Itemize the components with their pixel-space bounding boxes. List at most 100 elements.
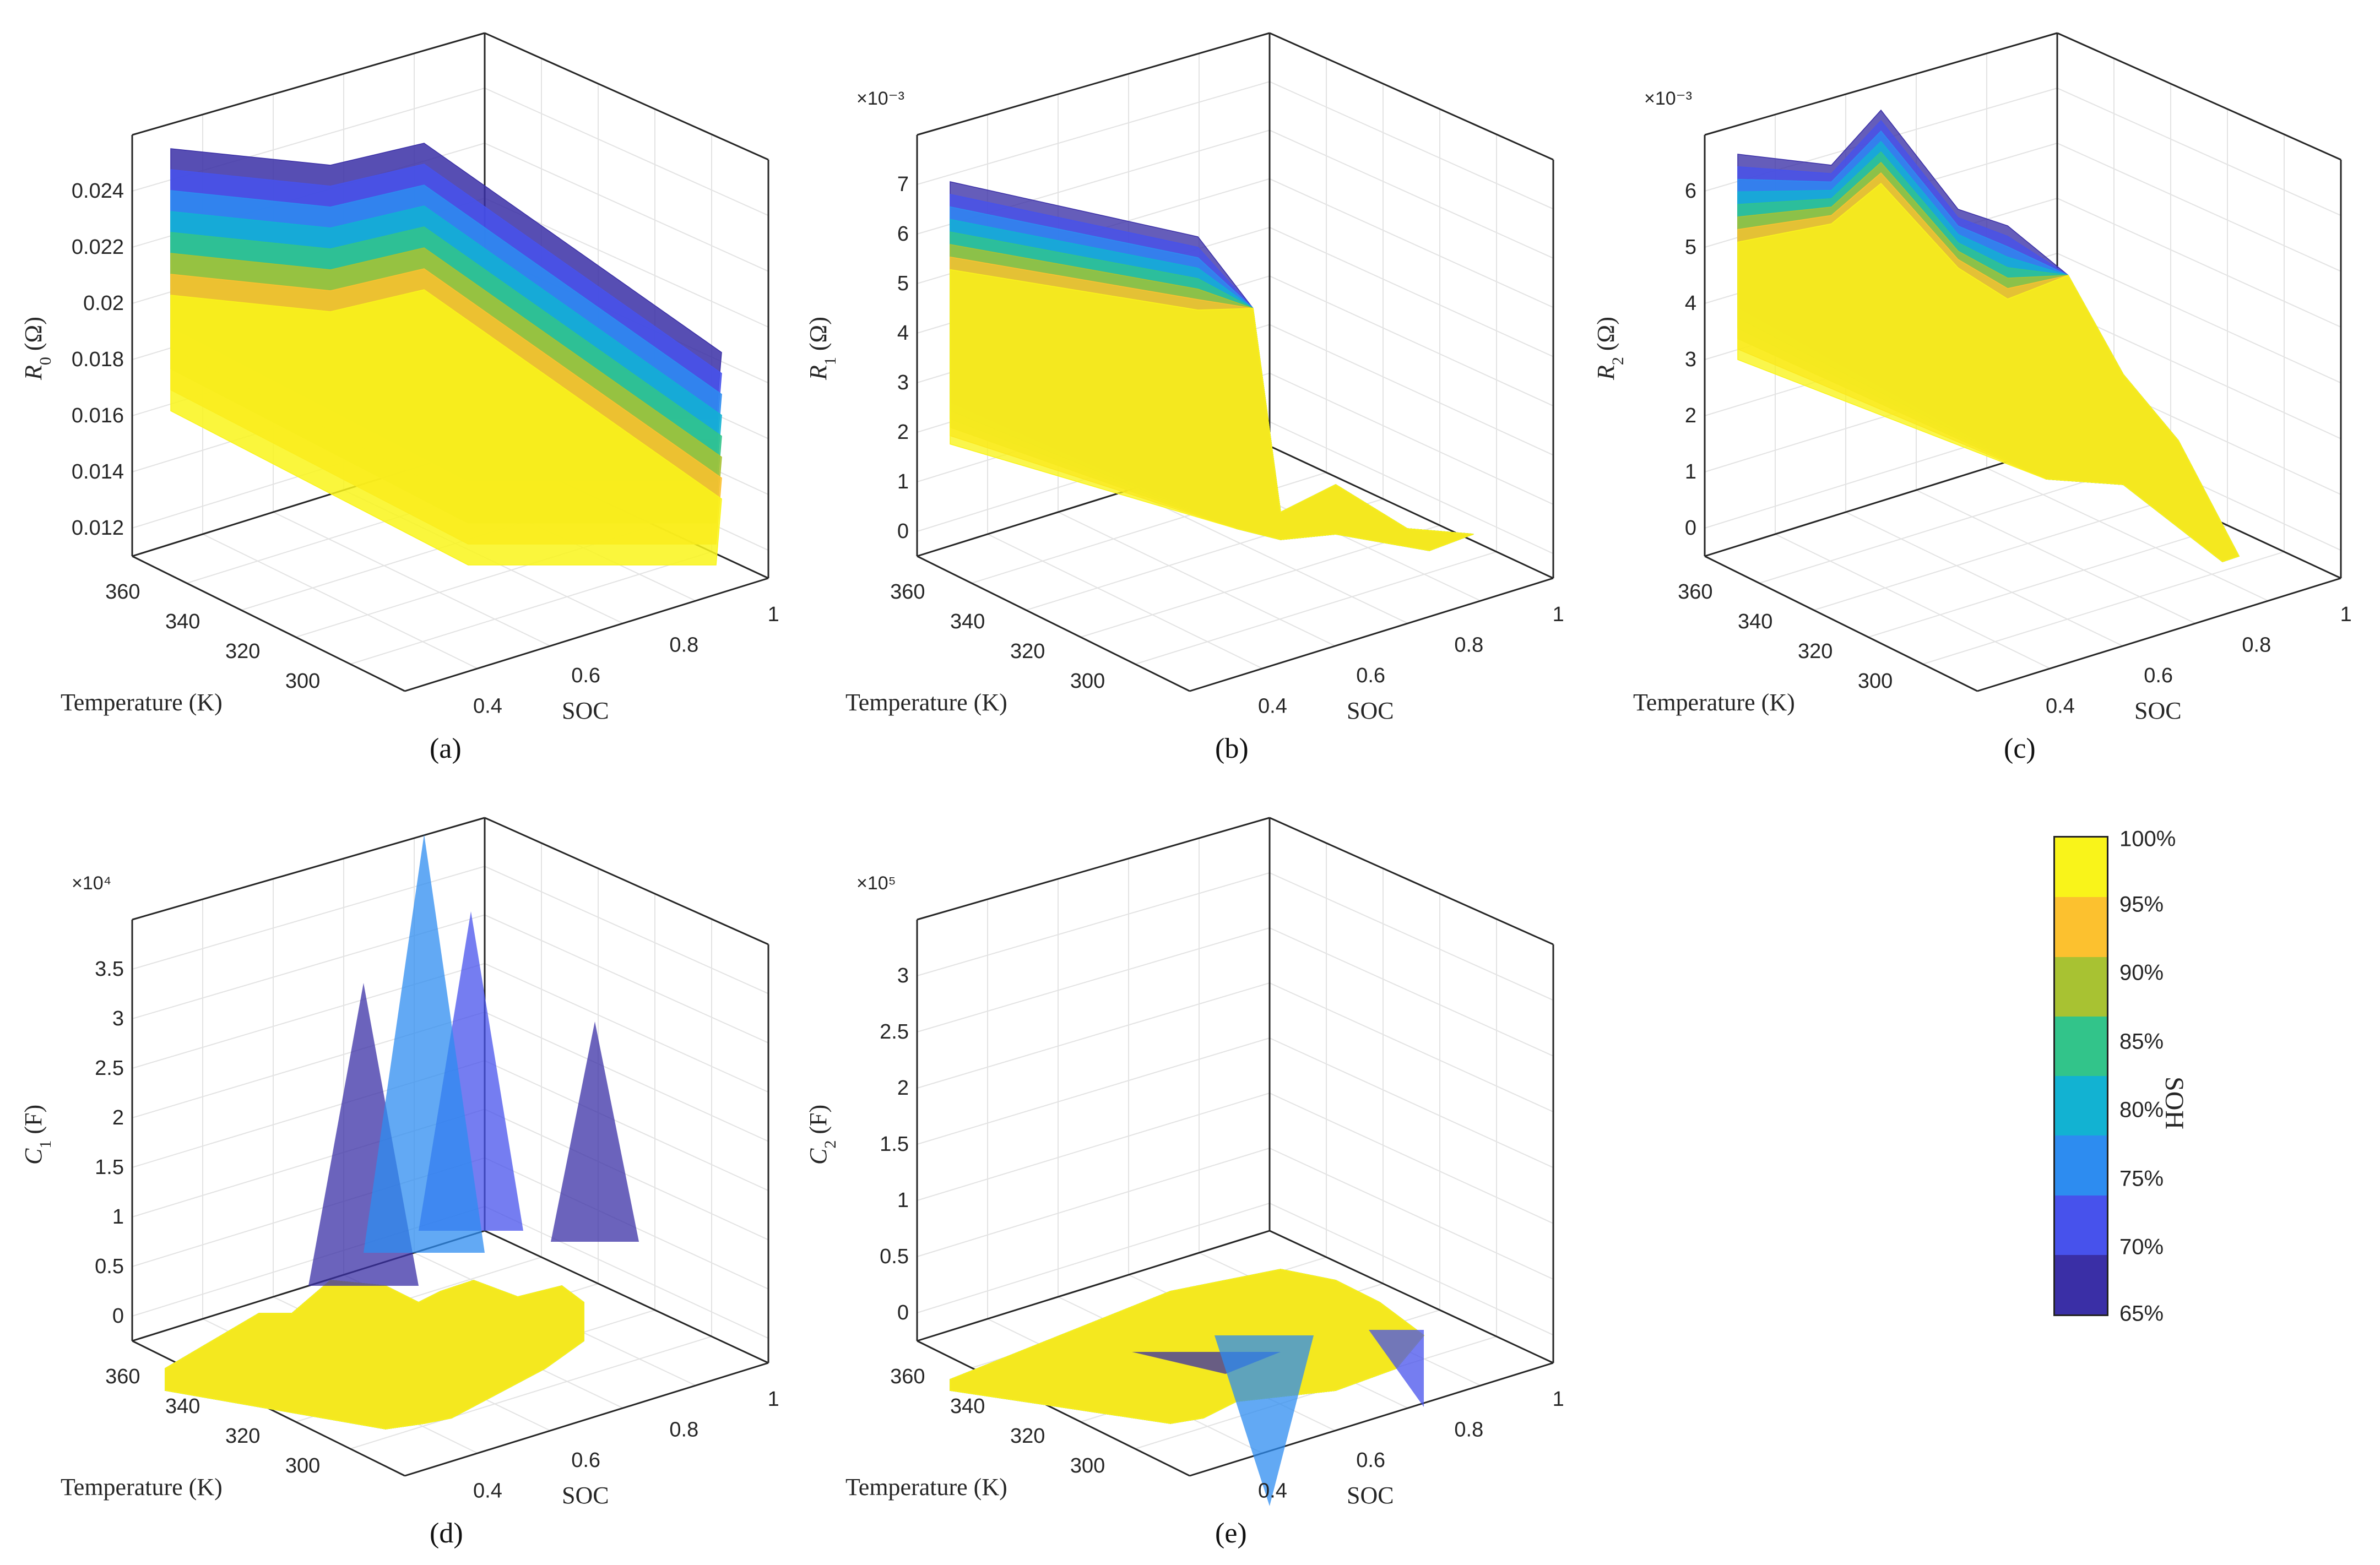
surfaces [950, 181, 1474, 551]
z-exponent: ×10⁻³ [856, 88, 904, 109]
x-tick-label: 0.4 [473, 1479, 502, 1502]
grid-line [484, 1060, 769, 1191]
colorbar-tick-label: 65% [2119, 1301, 2164, 1326]
grid-line [1759, 472, 2115, 584]
colorbar-tick-label: 90% [2119, 960, 2164, 985]
x-tick-label: 0.8 [669, 1419, 698, 1442]
grid-line [202, 534, 478, 669]
y-tick-label: 300 [1070, 1454, 1105, 1477]
axes-box [1704, 32, 2342, 692]
z-tick-label: 1 [1685, 460, 1696, 483]
x-axis-title: SOC [1347, 1482, 1394, 1509]
y-tick-label: 340 [165, 1395, 200, 1418]
caption-a: (a) [430, 733, 462, 764]
axis-edge [132, 817, 485, 921]
z-tick-label: 0 [1685, 517, 1696, 540]
grid-line [917, 872, 1270, 976]
y-tick-label: 320 [1798, 640, 1833, 663]
axis-edge [1269, 32, 1554, 161]
z-axis-title: R1 (Ω) [805, 317, 839, 381]
axis-edge [404, 1362, 769, 1477]
axis-edge [2057, 32, 2341, 161]
colorbar [2053, 836, 2108, 1316]
grid-line [1269, 81, 1554, 210]
z-tick-label: 0.022 [72, 236, 124, 259]
caption-e: (e) [1215, 1518, 1247, 1549]
y-axis-title: Temperature (K) [61, 689, 223, 716]
z-tick-label: 7 [897, 173, 909, 196]
surface-spike [1369, 1330, 1424, 1407]
y-tick-label: 320 [1010, 1425, 1045, 1448]
grid-line [1080, 525, 1440, 638]
tick-labels: 0 0.5 1 1.5 2 2.5 3 3.5 300 320 340 360 0.4 0.6 0.8 1 [95, 958, 779, 1502]
x-axis-title: SOC [562, 1482, 609, 1509]
z-tick-label: 2.5 [880, 1020, 909, 1044]
z-tick-label: 0 [112, 1305, 124, 1328]
axis-edge [917, 817, 1270, 921]
z-tick-label: 3 [1685, 348, 1696, 371]
z-tick-label: 0.5 [880, 1245, 909, 1268]
grid-line [2057, 253, 2341, 384]
panel-a: 0.012 0.014 0.016 0.018 0.02 0.022 0.024 300 320… [20, 32, 779, 724]
grid-line [1922, 551, 2285, 665]
surfaces [165, 834, 639, 1430]
colorbar-tick-label: 75% [2119, 1166, 2164, 1191]
grid-line [1269, 982, 1554, 1112]
axis-edge [484, 32, 769, 161]
grid-line [1269, 872, 1554, 1001]
grid-line [350, 1336, 712, 1449]
x-tick-label: 0.8 [1454, 1419, 1483, 1442]
axis-edge [1269, 445, 1554, 579]
z-tick-label: 0.5 [95, 1255, 124, 1278]
y-axis-title: Temperature (K) [845, 1474, 1007, 1501]
z-tick-label: 1 [112, 1205, 124, 1229]
x-tick-label: 1 [2340, 603, 2352, 626]
y-axis-title: Temperature (K) [61, 1474, 223, 1501]
grid-line [1058, 512, 1336, 646]
x-tick-label: 1 [1553, 1388, 1564, 1411]
z-tick-label: 0.018 [72, 348, 124, 371]
surface-layer [950, 269, 1474, 551]
z-axis-symbol: R [805, 365, 832, 381]
panel-e: 0 0.5 1 1.5 2 2.5 3 300 320 340 360 0.4 0.6 0.8 1 Tempe… [805, 817, 1564, 1509]
colorbar-tick-label: 80% [2119, 1097, 2164, 1122]
z-tick-label: 0 [897, 520, 909, 543]
panel-c: 0 1 2 3 4 5 6 300 320 340 360 0.4 0.6 0.8 1 Temperature… [1592, 32, 2352, 724]
surface-layer [170, 289, 722, 566]
grid-line [273, 512, 551, 646]
axis-edge [132, 32, 485, 136]
panel-b: 0 1 2 3 4 5 6 7 300 320 340 360 0.4 0.6 0.8 1 Temperatur… [805, 32, 1564, 724]
x-tick-label: 0.4 [473, 694, 502, 718]
y-axis-title: Temperature (K) [845, 689, 1007, 716]
grid-line [1269, 129, 1554, 259]
caption-d: (d) [430, 1518, 463, 1549]
axis-edge [484, 1230, 769, 1364]
y-tick-label: 360 [890, 580, 925, 604]
y-tick-label: 360 [1678, 580, 1712, 604]
grid-line [1868, 525, 2228, 638]
axis-edge [1189, 577, 1554, 692]
z-tick-label: 0.024 [72, 180, 124, 203]
surfaces [950, 1269, 1425, 1506]
grid-line [350, 551, 712, 665]
colorbar-segment [2055, 1076, 2107, 1136]
y-tick-label: 360 [890, 1365, 925, 1388]
axis-edge [1704, 445, 2058, 557]
colorbar-tick-label: 85% [2119, 1029, 2164, 1054]
z-tick-label: 4 [897, 322, 909, 345]
y-tick-label: 340 [950, 610, 985, 633]
y-tick-label: 340 [1738, 610, 1772, 633]
x-tick-label: 0.8 [669, 634, 698, 657]
z-axis-subscript: 1 [821, 357, 839, 365]
grid-line [1135, 551, 1497, 665]
surface-layer [950, 1269, 1425, 1424]
y-tick-label: 300 [285, 1454, 320, 1477]
grid-line [1269, 1203, 1554, 1336]
z-tick-label: 2 [897, 421, 909, 444]
z-tick-label: 3.5 [95, 958, 124, 981]
z-tick-label: 5 [1685, 236, 1696, 259]
grid-line [1813, 498, 2171, 611]
y-tick-label: 320 [1010, 640, 1045, 663]
caption-c: (c) [2004, 733, 2036, 764]
